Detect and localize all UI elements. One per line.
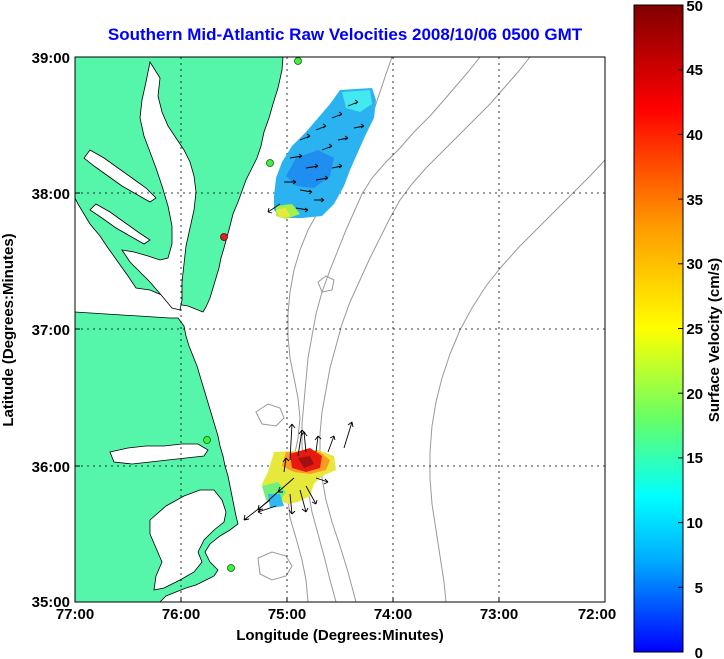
velocity-arrow bbox=[314, 435, 322, 453]
radar-station-marker bbox=[266, 159, 274, 167]
velocity-arrow bbox=[267, 203, 281, 214]
velocity-arrow bbox=[299, 489, 309, 513]
colorbar-tick-label: 50 bbox=[686, 0, 703, 15]
x-tick-label: 77:00 bbox=[56, 606, 94, 623]
colorbar-tick-label: 35 bbox=[686, 192, 703, 209]
velocity-arrow bbox=[257, 505, 277, 515]
velocity-arrow bbox=[321, 143, 333, 151]
pamlico-sound bbox=[149, 489, 227, 591]
x-axis-label: Longitude (Degrees:Minutes) bbox=[236, 627, 444, 644]
contour-seamount-c bbox=[317, 275, 335, 293]
potomac-estuary bbox=[83, 149, 157, 203]
y-tick-label: 35:00 bbox=[32, 594, 70, 611]
velocity-arrow bbox=[305, 163, 319, 169]
northern-field-fast-core bbox=[286, 150, 334, 188]
velocity-arrow bbox=[243, 499, 271, 521]
velocity-arrow bbox=[289, 153, 303, 159]
velocity-arrow bbox=[347, 99, 359, 107]
colorbar-tick-label: 25 bbox=[686, 321, 703, 338]
velocity-arrow bbox=[314, 197, 325, 203]
colorbar-gradient bbox=[633, 4, 684, 653]
y-axis-label: Latitude (Degrees:Minutes) bbox=[0, 233, 17, 426]
velocity-arrow bbox=[305, 485, 318, 505]
colorbar-tick-label: 20 bbox=[686, 386, 703, 403]
chart-title: Southern Mid-Atlantic Raw Velocities 200… bbox=[108, 25, 583, 44]
contour-outer-slope bbox=[429, 159, 606, 603]
y-tick-label: 37:00 bbox=[32, 322, 70, 339]
colorbar-tick-marks bbox=[678, 69, 683, 588]
velocity-arrow bbox=[353, 123, 365, 129]
velocity-arrow bbox=[331, 163, 343, 169]
x-tick-label: 73:00 bbox=[480, 606, 518, 623]
velocity-arrow bbox=[337, 135, 349, 141]
x-tick-label: 75:00 bbox=[268, 606, 306, 623]
y-axis-tick-labels: 39:00 38:00 37:00 36:00 35:00 bbox=[32, 50, 70, 611]
velocity-arrow bbox=[295, 207, 309, 213]
x-axis-tick-labels: 77:00 76:00 75:00 74:00 73:00 72:00 bbox=[56, 606, 616, 623]
inland-water bbox=[83, 60, 227, 591]
velocity-arrow bbox=[284, 179, 297, 185]
colorbar-tick-label: 5 bbox=[695, 580, 703, 597]
colorbar-tick-labels: 50 45 40 35 30 25 20 15 10 5 0 bbox=[686, 0, 703, 659]
radar-station-marker bbox=[203, 436, 211, 444]
velocity-arrow bbox=[315, 123, 327, 131]
velocity-arrow bbox=[288, 493, 296, 515]
rappahannock-estuary bbox=[89, 203, 151, 245]
albemarle-sound bbox=[109, 443, 209, 465]
velocity-arrow bbox=[315, 477, 329, 485]
contour-seamount-b bbox=[255, 403, 285, 427]
colorbar-label: Surface Velocity (cm/s) bbox=[706, 258, 723, 422]
southern-velocity-field bbox=[262, 448, 336, 508]
velocity-arrows-north bbox=[267, 99, 365, 214]
radar-stations bbox=[203, 57, 302, 572]
contour-shelf-break-outer bbox=[319, 56, 531, 603]
y-tick-label: 39:00 bbox=[32, 50, 70, 67]
velocity-arrow bbox=[343, 421, 354, 449]
colorbar-tick-label: 45 bbox=[686, 62, 703, 79]
radar-station-marker bbox=[294, 57, 302, 65]
colorbar-tick-label: 30 bbox=[686, 256, 703, 273]
axis-tick-marks bbox=[75, 192, 500, 602]
velocity-arrow bbox=[288, 423, 296, 461]
northern-field-yellow-patch bbox=[276, 208, 290, 218]
radar-station-marker bbox=[227, 564, 235, 572]
velocity-arrows-south bbox=[243, 421, 354, 521]
y-tick-label: 36:00 bbox=[32, 459, 70, 476]
colorbar-tick-label: 15 bbox=[686, 450, 703, 467]
velocity-arrow bbox=[300, 431, 308, 453]
velocity-arrow bbox=[331, 111, 343, 119]
colorbar-tick-label: 0 bbox=[695, 645, 703, 659]
velocity-arrow bbox=[299, 133, 311, 141]
x-tick-label: 72:00 bbox=[578, 606, 616, 623]
y-tick-label: 38:00 bbox=[32, 186, 70, 203]
x-tick-label: 74:00 bbox=[374, 606, 412, 623]
southern-field-dark-core bbox=[298, 456, 314, 468]
velocity-arrow bbox=[299, 189, 313, 195]
colorbar-tick-label: 40 bbox=[686, 127, 703, 144]
radar-station-marker bbox=[220, 233, 228, 241]
chesapeake-bay bbox=[121, 60, 197, 311]
velocity-arrow bbox=[327, 435, 336, 453]
contour-seamount-a bbox=[257, 551, 293, 581]
velocity-arrow bbox=[282, 457, 290, 473]
velocity-arrow bbox=[315, 175, 329, 181]
colorbar-tick-label: 10 bbox=[686, 515, 703, 532]
x-tick-label: 76:00 bbox=[162, 606, 200, 623]
